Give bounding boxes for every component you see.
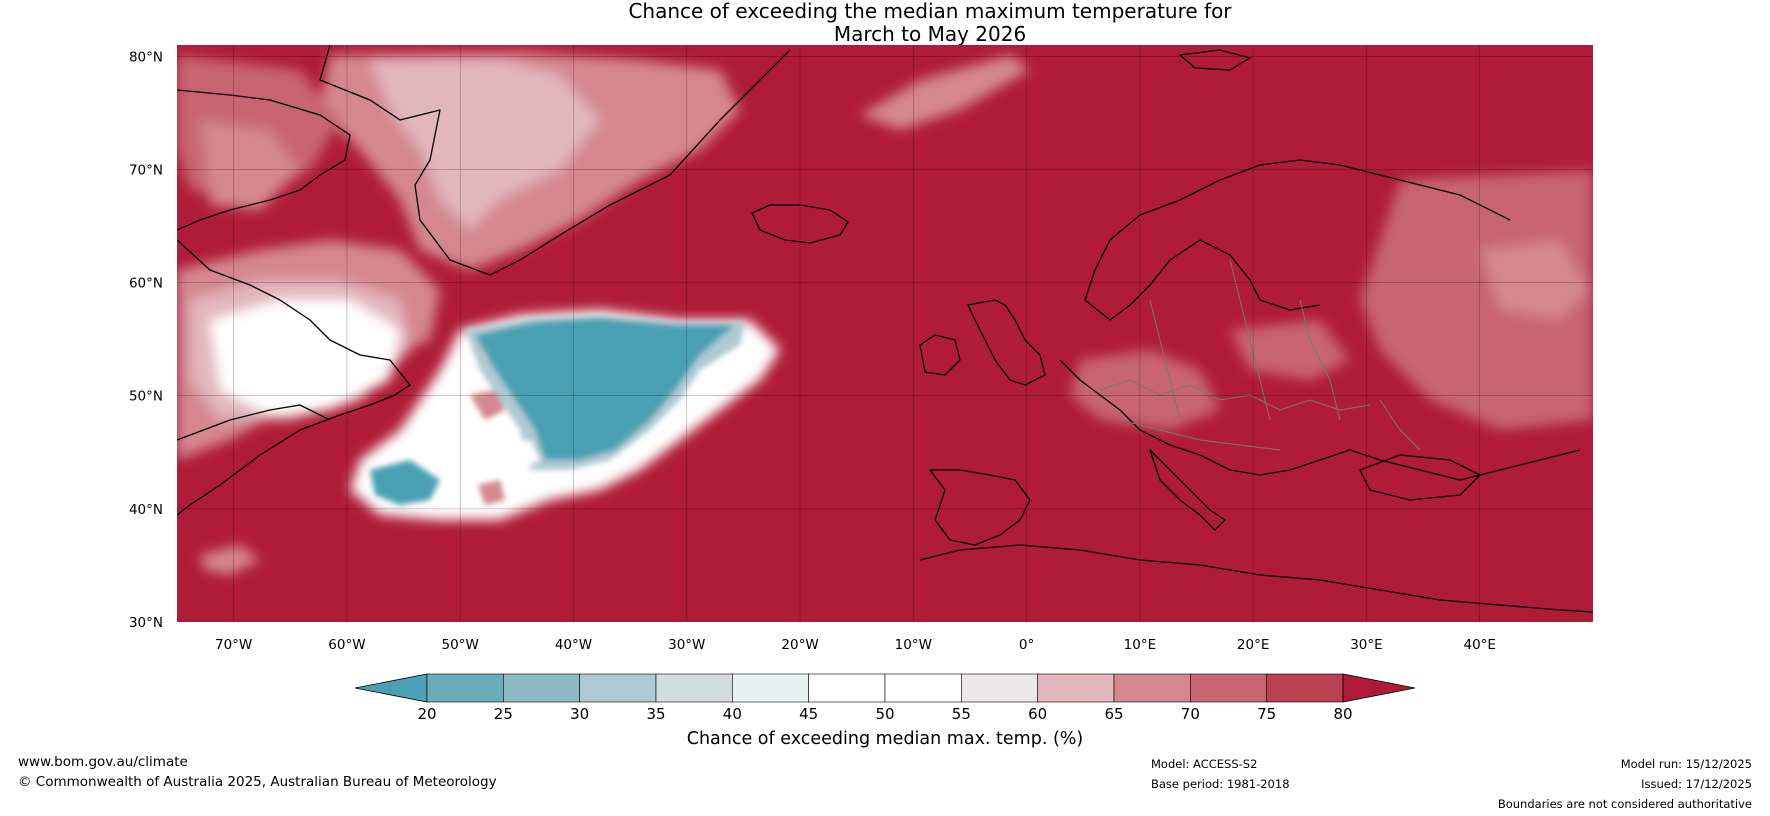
colorbar-tick: 20	[417, 705, 436, 723]
lon-label: 10°E	[1124, 637, 1156, 653]
chart-title: Chance of exceeding the median maximum t…	[0, 0, 1770, 46]
map-panel	[177, 45, 1593, 622]
colorbar-tick: 40	[723, 705, 742, 723]
lon-label: 50°W	[442, 637, 479, 653]
colorbar-tick: 35	[646, 705, 665, 723]
footer-model-run: Model run: 15/12/2025	[1620, 757, 1752, 771]
lat-label: 40°N	[129, 502, 163, 518]
lat-label: 50°N	[129, 389, 163, 405]
colorbar-tick: 70	[1181, 705, 1200, 723]
lon-label: 40°E	[1463, 637, 1495, 653]
footer-model: Model: ACCESS-S2	[1151, 757, 1258, 771]
colorbar-tick: 60	[1028, 705, 1047, 723]
probability-field	[177, 52, 1593, 575]
colorbar-tick: 25	[494, 705, 513, 723]
colorbar-segment	[1037, 673, 1115, 703]
lon-label: 30°E	[1350, 637, 1382, 653]
colorbar-segment	[1113, 673, 1191, 703]
colorbar-label: Chance of exceeding median max. temp. (%…	[687, 729, 1084, 749]
colorbar-segment	[961, 673, 1038, 703]
colorbar-tick: 80	[1333, 705, 1352, 723]
footer-base-period: Base period: 1981-2018	[1151, 777, 1290, 791]
lon-label: 20°W	[781, 637, 818, 653]
lon-label: 60°W	[328, 637, 365, 653]
lon-label: 10°W	[895, 637, 932, 653]
lat-label: 60°N	[129, 276, 163, 292]
colorbar-segment	[884, 673, 962, 703]
latitude-labels: 80°N 70°N 60°N 50°N 40°N 30°N	[129, 49, 163, 631]
lon-label: 70°W	[215, 637, 252, 653]
lon-label: 0°	[1019, 637, 1034, 653]
colorbar-segment	[732, 673, 809, 703]
colorbar-segment	[1266, 673, 1344, 703]
footer-copyright: © Commonwealth of Australia 2025, Austra…	[18, 774, 497, 790]
lat-label: 80°N	[129, 49, 163, 65]
title-line-2: March to May 2026	[833, 22, 1027, 46]
colorbar-segment	[808, 673, 886, 703]
colorbar-segment	[655, 673, 733, 703]
lat-label: 70°N	[129, 162, 163, 178]
footer-disclaimer: Boundaries are not considered authoritat…	[1497, 797, 1752, 811]
colorbar-min-arrow	[354, 673, 428, 703]
colorbar-tick: 45	[799, 705, 818, 723]
lat-label: 30°N	[129, 615, 163, 631]
gridlines	[177, 45, 1593, 622]
colorbar-tick: 55	[952, 705, 971, 723]
colorbar-segment	[1190, 673, 1267, 703]
colorbar-segment	[503, 673, 580, 703]
colorbar-max-arrow	[1342, 673, 1416, 703]
lon-label: 40°W	[555, 637, 592, 653]
lon-label: 30°W	[668, 637, 705, 653]
colorbar: 20 25 30 35 40 45 50 55 60 65 70 75 80	[354, 673, 1416, 723]
footer-website: www.bom.gov.au/climate	[18, 754, 188, 770]
colorbar-tick: 50	[875, 705, 894, 723]
colorbar-tick: 75	[1257, 705, 1276, 723]
colorbar-segment	[579, 673, 657, 703]
colorbar-tick: 65	[1104, 705, 1123, 723]
colorbar-segment	[426, 673, 504, 703]
title-line-1: Chance of exceeding the median maximum t…	[628, 0, 1232, 23]
longitude-labels: 70°W 60°W 50°W 40°W 30°W 20°W 10°W 0° 10°E 20°E 30…	[215, 637, 1496, 653]
lon-label: 20°E	[1237, 637, 1269, 653]
country-borders	[1099, 259, 1421, 451]
footer-issued: Issued: 17/12/2025	[1641, 777, 1752, 791]
colorbar-tick: 30	[570, 705, 589, 723]
coastlines	[177, 45, 1593, 613]
